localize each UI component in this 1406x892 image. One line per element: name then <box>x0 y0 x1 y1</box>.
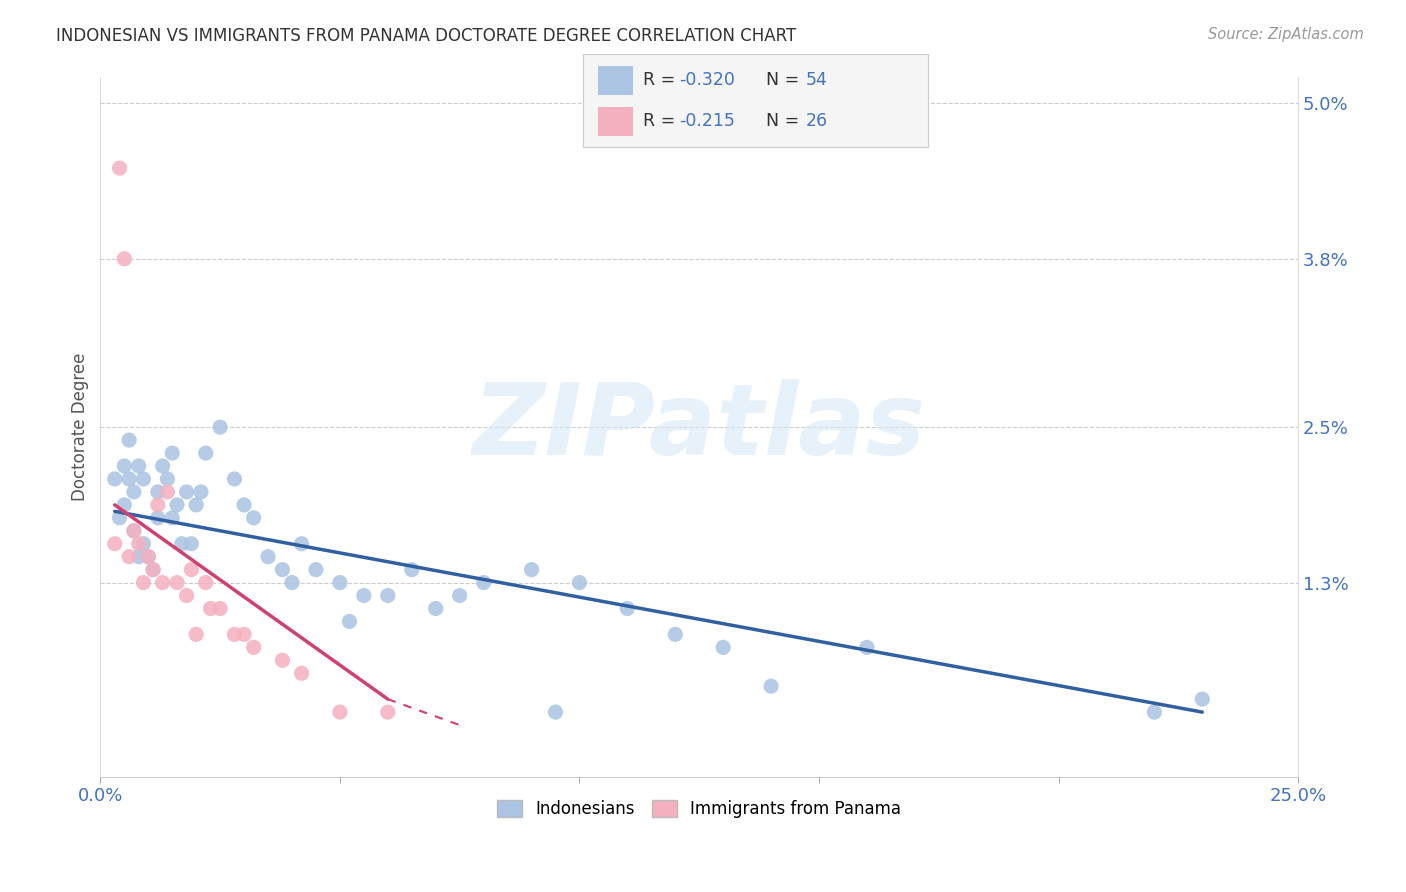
Point <box>166 498 188 512</box>
Text: 26: 26 <box>806 112 828 130</box>
Point <box>209 420 232 434</box>
Point <box>242 640 264 655</box>
Point <box>112 498 135 512</box>
Point <box>520 563 543 577</box>
Point <box>176 589 198 603</box>
Point <box>200 601 222 615</box>
Point <box>209 601 232 615</box>
Point <box>664 627 686 641</box>
Point <box>136 549 159 564</box>
Point <box>281 575 304 590</box>
Point <box>122 484 145 499</box>
Point <box>112 252 135 266</box>
Point <box>136 549 159 564</box>
Point <box>224 627 246 641</box>
Text: -0.320: -0.320 <box>679 71 735 89</box>
Point <box>271 563 294 577</box>
Point <box>329 705 352 719</box>
Point <box>132 575 155 590</box>
Point <box>1143 705 1166 719</box>
Point <box>190 484 212 499</box>
Point <box>132 537 155 551</box>
Text: N =: N = <box>766 112 806 130</box>
Point <box>128 537 150 551</box>
Point <box>112 458 135 473</box>
Point <box>122 524 145 538</box>
Point <box>759 679 782 693</box>
Point <box>1191 692 1213 706</box>
Point <box>568 575 591 590</box>
Point <box>180 537 202 551</box>
Text: ZIPatlas: ZIPatlas <box>472 378 925 475</box>
Point <box>160 511 183 525</box>
Point <box>170 537 193 551</box>
Point <box>166 575 188 590</box>
Point <box>180 563 202 577</box>
Point <box>156 472 179 486</box>
Point <box>142 563 165 577</box>
Point <box>233 627 256 641</box>
Point <box>544 705 567 719</box>
Point <box>156 484 179 499</box>
Text: R =: R = <box>643 112 681 130</box>
Text: N =: N = <box>766 71 806 89</box>
Point <box>122 524 145 538</box>
Point <box>257 549 280 564</box>
Point <box>104 537 127 551</box>
Point <box>152 575 174 590</box>
Text: R =: R = <box>643 71 681 89</box>
Point <box>616 601 638 615</box>
Point <box>242 511 264 525</box>
Point <box>224 472 246 486</box>
Point <box>856 640 879 655</box>
Point <box>339 615 361 629</box>
Point <box>290 537 312 551</box>
Text: INDONESIAN VS IMMIGRANTS FROM PANAMA DOCTORATE DEGREE CORRELATION CHART: INDONESIAN VS IMMIGRANTS FROM PANAMA DOC… <box>56 27 796 45</box>
Point <box>186 498 208 512</box>
Point <box>128 458 150 473</box>
Point <box>132 472 155 486</box>
Point <box>118 472 141 486</box>
Point <box>290 666 312 681</box>
Point <box>146 484 169 499</box>
Point <box>353 589 375 603</box>
Point <box>329 575 352 590</box>
Point <box>176 484 198 499</box>
Point <box>194 575 217 590</box>
Point <box>142 563 165 577</box>
Text: Source: ZipAtlas.com: Source: ZipAtlas.com <box>1208 27 1364 42</box>
Point <box>425 601 447 615</box>
Text: -0.215: -0.215 <box>679 112 735 130</box>
Point <box>160 446 183 460</box>
Point <box>186 627 208 641</box>
Point <box>472 575 495 590</box>
Point <box>271 653 294 667</box>
Point <box>377 705 399 719</box>
Point <box>108 511 131 525</box>
Point <box>118 433 141 447</box>
Point <box>305 563 328 577</box>
Point <box>377 589 399 603</box>
Text: 54: 54 <box>806 71 828 89</box>
Point <box>108 161 131 175</box>
Point <box>711 640 734 655</box>
Point <box>152 458 174 473</box>
Point <box>104 472 127 486</box>
Point <box>401 563 423 577</box>
Point <box>449 589 471 603</box>
Point <box>194 446 217 460</box>
Point <box>118 549 141 564</box>
Legend: Indonesians, Immigrants from Panama: Indonesians, Immigrants from Panama <box>491 793 908 824</box>
Point <box>128 549 150 564</box>
Point <box>233 498 256 512</box>
Point <box>146 498 169 512</box>
Point <box>146 511 169 525</box>
Y-axis label: Doctorate Degree: Doctorate Degree <box>72 353 89 501</box>
